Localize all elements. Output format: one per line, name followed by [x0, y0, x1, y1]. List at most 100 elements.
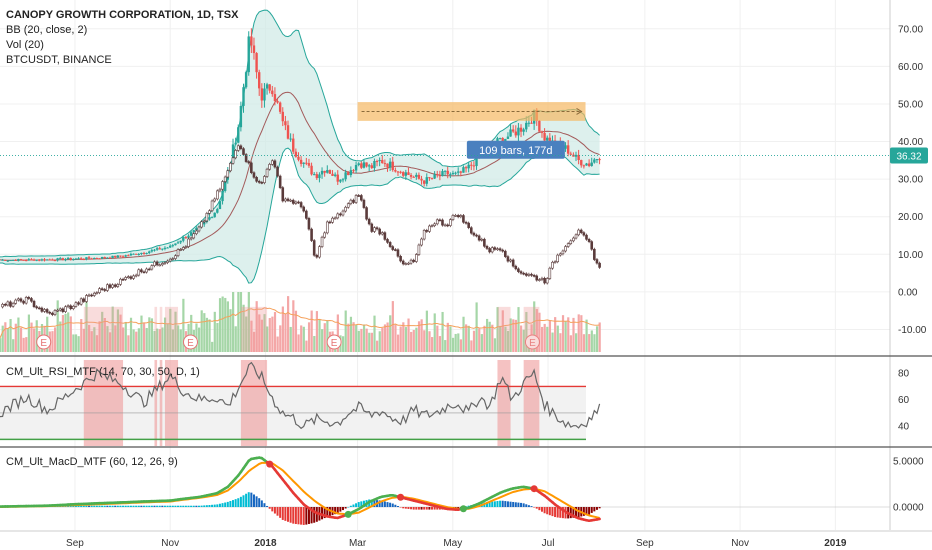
candle-body[interactable]: [580, 160, 583, 166]
compare-candle[interactable]: [378, 228, 381, 235]
candle-body[interactable]: [352, 170, 355, 172]
candle-body[interactable]: [354, 165, 358, 171]
compare-candle[interactable]: [582, 232, 586, 236]
compare-candle[interactable]: [14, 299, 18, 304]
compare-candle[interactable]: [438, 219, 442, 222]
candle-body[interactable]: [407, 172, 410, 175]
candle-body[interactable]: [271, 90, 274, 95]
candle-body[interactable]: [339, 179, 342, 182]
compare-candle[interactable]: [344, 206, 347, 212]
candle-body[interactable]: [66, 257, 70, 260]
compare-candle[interactable]: [129, 276, 133, 279]
compare-candle[interactable]: [187, 238, 190, 247]
compare-candle[interactable]: [595, 259, 599, 264]
bollinger-upper[interactable]: [0, 9, 600, 258]
candle-body[interactable]: [378, 159, 381, 162]
candle-body[interactable]: [51, 259, 54, 261]
candle-body[interactable]: [179, 240, 182, 243]
candle-body[interactable]: [582, 165, 586, 167]
compare-candle[interactable]: [517, 268, 520, 272]
compare-candle[interactable]: [454, 215, 457, 217]
compare-candle[interactable]: [399, 255, 402, 262]
candle-body[interactable]: [305, 162, 308, 164]
compare-candle[interactable]: [231, 157, 235, 164]
compare-candle[interactable]: [69, 305, 72, 310]
candle-body[interactable]: [543, 132, 546, 141]
compare-candle[interactable]: [255, 177, 258, 182]
compare-candle[interactable]: [572, 237, 575, 242]
compare-candle[interactable]: [270, 160, 274, 165]
candle-body[interactable]: [244, 72, 248, 88]
compare-candle[interactable]: [585, 234, 588, 240]
candle-body[interactable]: [174, 243, 177, 246]
compare-candle[interactable]: [98, 288, 101, 293]
candle-body[interactable]: [286, 125, 290, 139]
candle-body[interactable]: [64, 259, 67, 261]
candle-body[interactable]: [472, 165, 476, 167]
candle-body[interactable]: [150, 250, 154, 252]
compare-candle[interactable]: [430, 225, 434, 227]
compare-candle[interactable]: [375, 227, 379, 230]
compare-candle[interactable]: [163, 262, 167, 264]
candle-body[interactable]: [223, 179, 227, 191]
candle-body[interactable]: [284, 121, 287, 126]
candle-body[interactable]: [24, 260, 28, 262]
candle-body[interactable]: [100, 256, 104, 259]
price-pane[interactable]: 109 bars, 177d E E E E: [0, 9, 890, 352]
candle-body[interactable]: [103, 256, 106, 258]
candle-body[interactable]: [74, 258, 78, 260]
compare-candle[interactable]: [302, 206, 306, 212]
candle-body[interactable]: [95, 258, 99, 260]
compare-candle[interactable]: [373, 227, 376, 232]
compare-candle[interactable]: [530, 273, 533, 276]
compare-candle[interactable]: [281, 187, 285, 202]
compare-candle[interactable]: [456, 215, 460, 218]
candle-body[interactable]: [77, 258, 80, 260]
compare-candle[interactable]: [106, 284, 109, 291]
rsi-pane[interactable]: [0, 360, 601, 446]
compare-candle[interactable]: [150, 265, 154, 270]
candle-body[interactable]: [61, 258, 65, 261]
candle-body[interactable]: [22, 259, 25, 261]
candle-body[interactable]: [498, 138, 502, 140]
compare-candle[interactable]: [229, 162, 232, 172]
compare-candle[interactable]: [401, 260, 405, 265]
candle-body[interactable]: [402, 172, 405, 176]
compare-candle[interactable]: [349, 199, 353, 205]
candle-body[interactable]: [32, 259, 36, 261]
candle-body[interactable]: [281, 111, 284, 122]
compare-candle[interactable]: [297, 201, 300, 204]
compare-candle[interactable]: [126, 276, 130, 279]
compare-candle[interactable]: [40, 307, 44, 312]
compare-candle[interactable]: [593, 248, 596, 260]
compare-candle[interactable]: [61, 308, 65, 312]
compare-candle[interactable]: [480, 238, 484, 241]
compare-candle[interactable]: [32, 300, 36, 307]
compare-candle[interactable]: [92, 292, 96, 296]
compare-candle[interactable]: [365, 207, 368, 220]
compare-candle[interactable]: [467, 222, 470, 228]
earnings-marker[interactable]: [36, 334, 52, 350]
candle-body[interactable]: [464, 167, 468, 169]
compare-candle[interactable]: [462, 215, 465, 223]
compare-candle[interactable]: [331, 217, 334, 223]
compare-candle[interactable]: [216, 190, 219, 200]
candle-body[interactable]: [310, 165, 313, 175]
candle-body[interactable]: [467, 164, 470, 169]
compare-candle[interactable]: [574, 234, 578, 239]
compare-candle[interactable]: [74, 302, 78, 307]
candle-body[interactable]: [250, 36, 253, 46]
compare-candle[interactable]: [87, 294, 91, 297]
candle-body[interactable]: [114, 255, 117, 258]
compare-candle[interactable]: [17, 298, 20, 301]
candle-body[interactable]: [422, 180, 426, 184]
compare-candle[interactable]: [556, 254, 559, 263]
candle-body[interactable]: [525, 122, 528, 130]
compare-candle[interactable]: [519, 271, 523, 274]
compare-candle[interactable]: [394, 249, 397, 251]
candle-body[interactable]: [108, 257, 112, 259]
candle-body[interactable]: [443, 170, 447, 172]
compare-candle[interactable]: [137, 269, 141, 276]
candle-body[interactable]: [399, 171, 402, 173]
candle-body[interactable]: [273, 94, 277, 102]
